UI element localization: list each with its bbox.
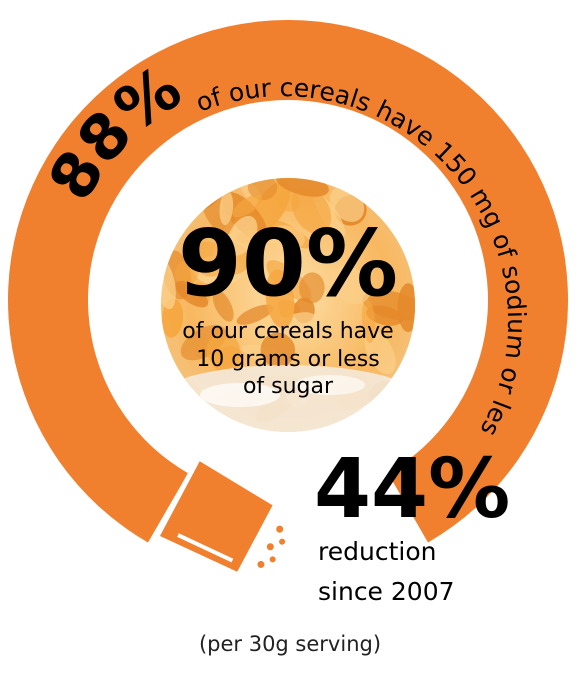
sugar-stat-line2: 10 grams or less <box>196 347 379 372</box>
sugar-stat-line3: of sugar <box>243 374 334 399</box>
reduction-stat-line1: reduction <box>318 537 436 566</box>
reduction-stat-line2: since 2007 <box>318 577 455 606</box>
sugar-stat-value: 90% <box>178 210 398 317</box>
salt-shaker-icon <box>153 454 300 586</box>
sugar-stat-line1: of our cereals have <box>182 319 393 344</box>
infographic-graphic: 88% of our cereals have 150 mg of sodium… <box>0 0 569 606</box>
reduction-stat-value: 44% <box>314 442 510 537</box>
orange-ring <box>8 19 569 543</box>
serving-footnote: (per 30g serving) <box>198 632 382 656</box>
